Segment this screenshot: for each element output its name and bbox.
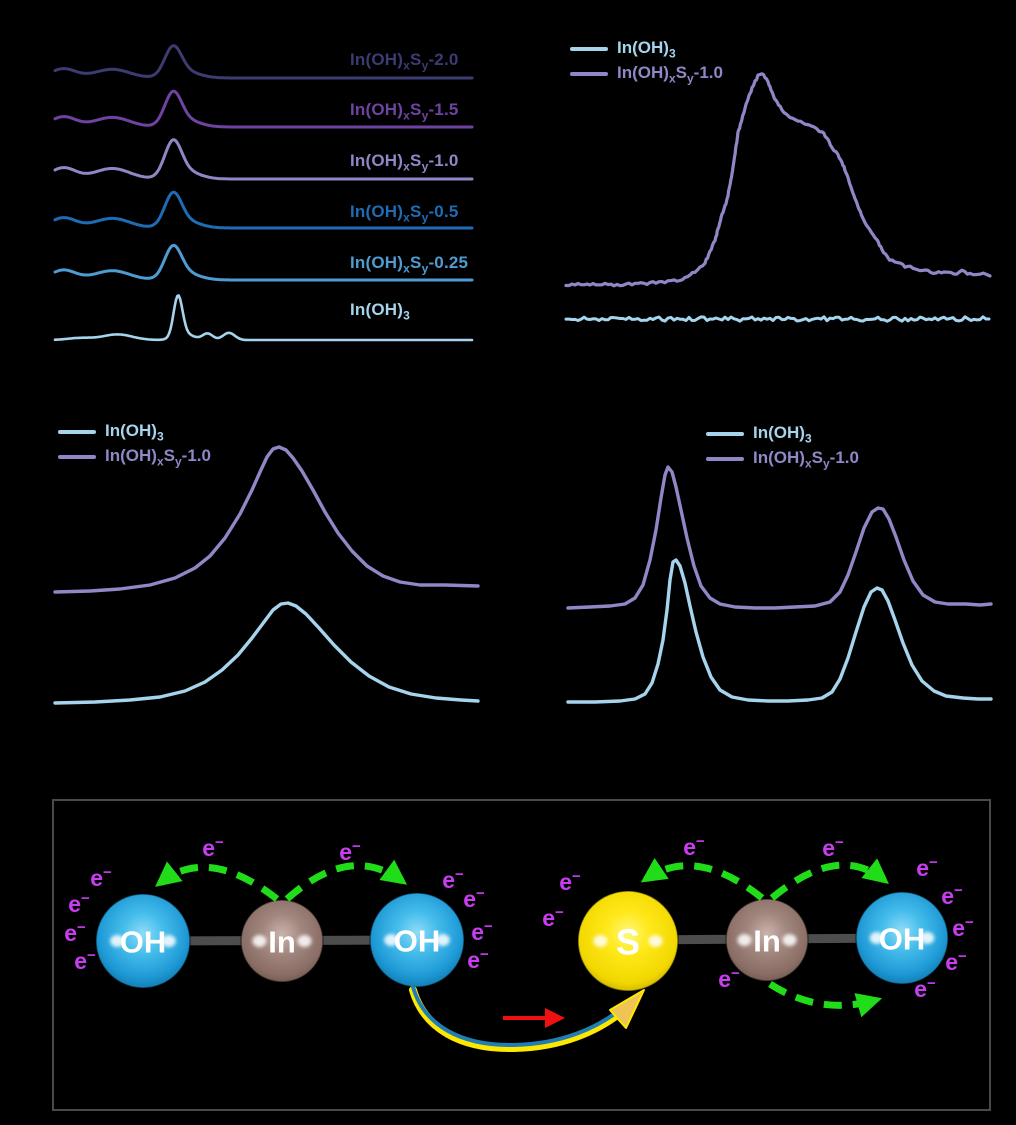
panel-b-spectrum-chart	[564, 72, 992, 323]
electron-label: e−	[941, 882, 963, 909]
legend-line-swatch	[58, 455, 96, 459]
trace-label-in-oh-xsy-1-0: In(OH)xSy-1.0	[350, 151, 459, 174]
sphere-glint	[435, 934, 450, 946]
electron-label: e−	[467, 946, 489, 973]
series-in-oh-xsy-1-0	[53, 138, 474, 181]
series-in-oh-3	[53, 601, 480, 705]
atom-sphere-oh	[855, 891, 949, 985]
panel-b-legend: In(OH)3 In(OH)xSy-1.0	[570, 37, 723, 86]
legend-entry-in-oh-xsy-1-0: In(OH)xSy-1.0	[58, 445, 211, 469]
series-in-oh-3	[566, 558, 993, 704]
trace-label-in-oh-xsy-0-25: In(OH)xSy-0.25	[350, 253, 469, 276]
panel-c-xps-chart	[53, 445, 480, 705]
schematic-frame	[52, 799, 991, 1111]
atom-sphere-s	[577, 890, 679, 992]
legend-line-swatch	[58, 430, 96, 434]
series-in-oh-xsy-1-0	[53, 445, 480, 594]
legend-entry-in-oh-3: In(OH)3	[58, 420, 211, 444]
electron-label: e−	[74, 947, 96, 974]
electron-label: e−	[822, 834, 844, 861]
electron-label: e−	[559, 868, 581, 895]
sphere-glint	[737, 934, 752, 946]
oh-to-s-arrowhead	[609, 989, 645, 1029]
legend-line-swatch	[706, 457, 744, 461]
legend-line-swatch	[570, 72, 608, 76]
electron-label: e−	[202, 834, 224, 861]
panel-d-xps-chart	[566, 465, 993, 704]
panel-a-xrd-chart	[53, 44, 474, 342]
legend-label: In(OH)xSy-1.0	[617, 62, 723, 86]
sphere-glint	[869, 932, 884, 944]
series-in-oh-xsy-2-0	[53, 44, 474, 80]
electron-transfer-arrow	[640, 857, 765, 901]
atom-sphere-oh	[95, 893, 191, 989]
electron-label: e−	[683, 833, 705, 860]
legend-line-swatch	[706, 432, 744, 436]
electron-label: e−	[463, 885, 485, 912]
electron-label: e−	[442, 866, 464, 893]
sphere-glint	[593, 935, 608, 947]
trace-label-in-oh-xsy-2-0: In(OH)xSy-2.0	[350, 50, 459, 73]
panel-c-legend: In(OH)3 In(OH)xSy-1.0	[58, 420, 211, 469]
electron-label: e−	[471, 918, 493, 945]
electron-transfer-arrow	[768, 981, 883, 1018]
series-in-oh-3	[564, 315, 991, 323]
legend-label: In(OH)3	[753, 422, 812, 446]
sphere-glint	[252, 935, 267, 947]
electron-label: e−	[339, 838, 361, 865]
atom-label-in: In	[268, 925, 296, 960]
sphere-glint	[161, 935, 176, 947]
legend-label: In(OH)3	[105, 420, 164, 444]
electron-label: e−	[952, 914, 974, 941]
electron-label: e−	[68, 890, 90, 917]
series-in-oh-xsy-1-0	[564, 72, 992, 288]
electron-label: e−	[916, 854, 938, 881]
sphere-glint	[648, 935, 663, 947]
trace-label-in-oh-3: In(OH)3	[350, 300, 411, 323]
atom-sphere-in	[725, 898, 809, 982]
series-in-oh-xsy-0-25	[53, 243, 474, 282]
electron-transfer-arrow	[155, 861, 280, 902]
series-in-oh-xsy-0-5	[53, 190, 474, 230]
legend-label: In(OH)3	[617, 37, 676, 61]
electron-label: e−	[945, 948, 967, 975]
sphere-glint	[297, 935, 312, 947]
legend-line-swatch	[570, 47, 608, 51]
sphere-glint	[110, 935, 125, 947]
electron-label: e−	[542, 904, 564, 931]
oh-to-s-arrow-blue	[411, 985, 628, 1048]
sphere-glint	[384, 934, 399, 946]
legend-entry-in-oh-3: In(OH)3	[706, 422, 859, 446]
sphere-glint	[782, 934, 797, 946]
legend-entry-in-oh-xsy-1-0: In(OH)xSy-1.0	[706, 447, 859, 471]
atom-label-oh: OH	[879, 922, 926, 957]
series-in-oh-xsy-1-5	[53, 89, 474, 129]
legend-label: In(OH)xSy-1.0	[105, 445, 211, 469]
series-in-oh-xsy-1-0	[566, 465, 993, 610]
atom-label-oh: OH	[120, 925, 167, 960]
electron-label: e−	[64, 919, 86, 946]
electron-transfer-arrow	[769, 858, 889, 901]
electron-label: e−	[90, 864, 112, 891]
electron-transfer-arrow	[284, 859, 408, 902]
atom-label-in: In	[753, 924, 781, 959]
legend-label: In(OH)xSy-1.0	[753, 447, 859, 471]
atom-label-oh: OH	[394, 924, 441, 959]
legend-entry-in-oh-xsy-1-0: In(OH)xSy-1.0	[570, 62, 723, 86]
electron-label: e−	[718, 965, 740, 992]
panel-d-legend: In(OH)3 In(OH)xSy-1.0	[706, 422, 859, 471]
atom-sphere-oh	[369, 892, 465, 988]
atom-sphere-in	[240, 899, 324, 983]
atom-label-s: S	[616, 922, 640, 963]
legend-entry-in-oh-3: In(OH)3	[570, 37, 723, 61]
electron-label: e−	[914, 975, 936, 1002]
sphere-glint	[920, 932, 935, 944]
series-in-oh-3	[53, 294, 474, 342]
trace-label-in-oh-xsy-0-5: In(OH)xSy-0.5	[350, 202, 459, 225]
trace-label-in-oh-xsy-1-5: In(OH)xSy-1.5	[350, 100, 459, 123]
